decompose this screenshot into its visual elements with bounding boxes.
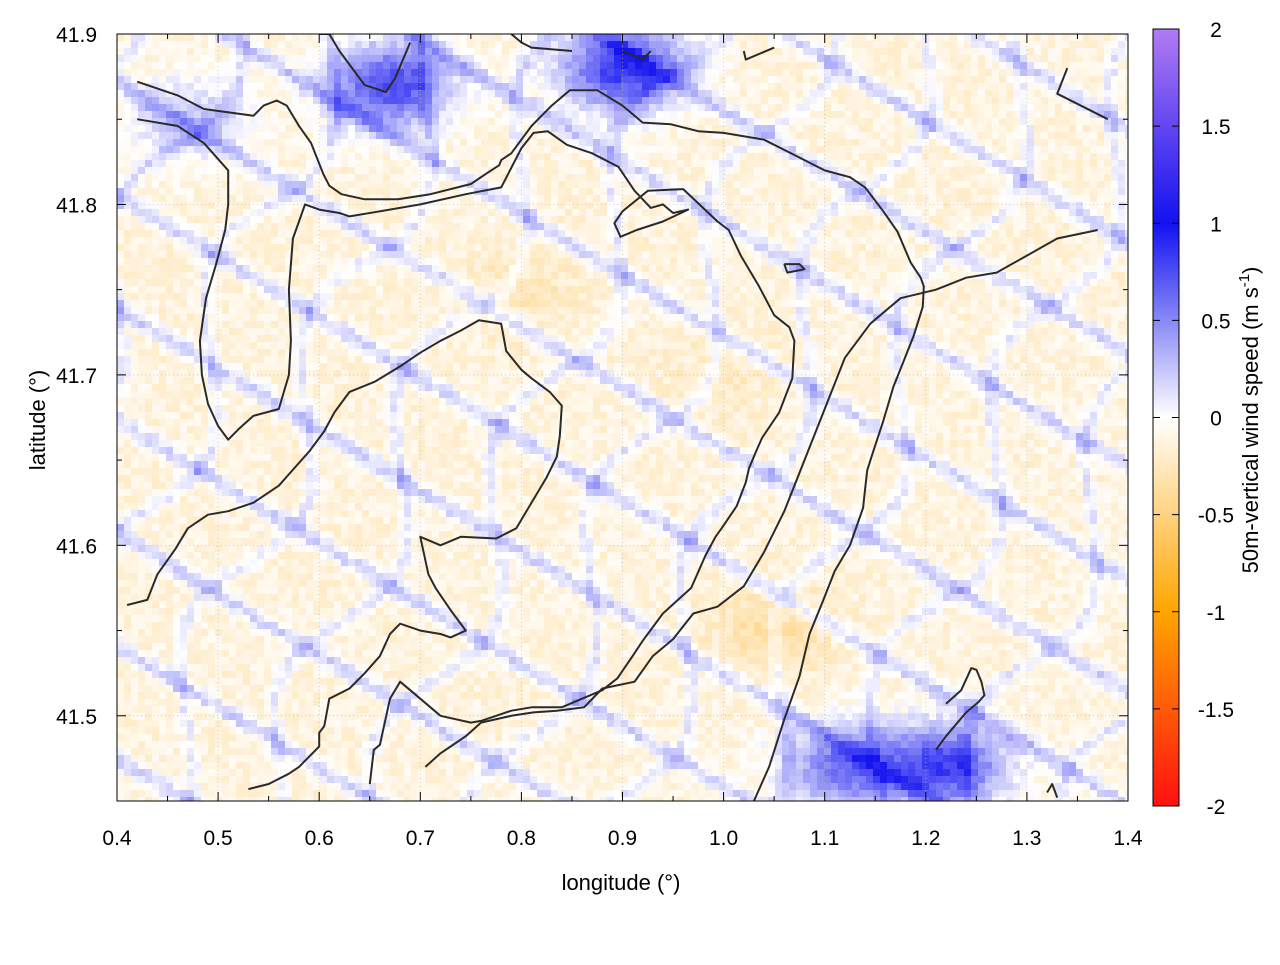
x-tick-label: 1.2 bbox=[911, 827, 940, 850]
y-tick-label: 41.5 bbox=[56, 706, 97, 729]
colorbar-tick-label: -0.5 bbox=[1198, 505, 1234, 528]
colorbar-tick-label: 1.5 bbox=[1201, 116, 1230, 139]
x-tick-label: 0.9 bbox=[608, 827, 637, 850]
colorbar-tick-label: 1 bbox=[1210, 213, 1222, 236]
colorbar-tick-label: 2 bbox=[1210, 19, 1222, 42]
colorbar-tick-label: 0 bbox=[1210, 408, 1222, 431]
x-tick-label: 0.7 bbox=[406, 827, 435, 850]
y-tick-label: 41.6 bbox=[56, 535, 97, 558]
y-tick-label: 41.7 bbox=[56, 365, 97, 388]
wind-speed-field bbox=[117, 34, 1133, 805]
x-tick-label: 1.1 bbox=[810, 827, 839, 850]
x-tick-label: 1.4 bbox=[1113, 827, 1143, 850]
colorbar-tick-label: -1 bbox=[1207, 602, 1226, 625]
y-tick-label: 41.9 bbox=[56, 24, 97, 47]
colorbar-tick-label: -2 bbox=[1207, 796, 1226, 819]
colorbar-label: 50m-vertical wind speed (m s-1) bbox=[1236, 267, 1263, 574]
colorbar-tick-label: -1.5 bbox=[1198, 699, 1234, 722]
x-tick-label: 0.8 bbox=[507, 827, 536, 850]
x-tick-label: 1.0 bbox=[709, 827, 738, 850]
colorbar-tick-label: 0.5 bbox=[1201, 310, 1230, 333]
x-axis-label: longitude (°) bbox=[562, 870, 681, 895]
x-tick-label: 0.5 bbox=[203, 827, 232, 850]
x-tick-label: 0.6 bbox=[305, 827, 334, 850]
y-tick-label: 41.8 bbox=[56, 194, 97, 217]
y-axis-label: latitude (°) bbox=[25, 370, 50, 471]
x-tick-label: 1.3 bbox=[1012, 827, 1041, 850]
x-tick-label: 0.4 bbox=[102, 827, 132, 850]
